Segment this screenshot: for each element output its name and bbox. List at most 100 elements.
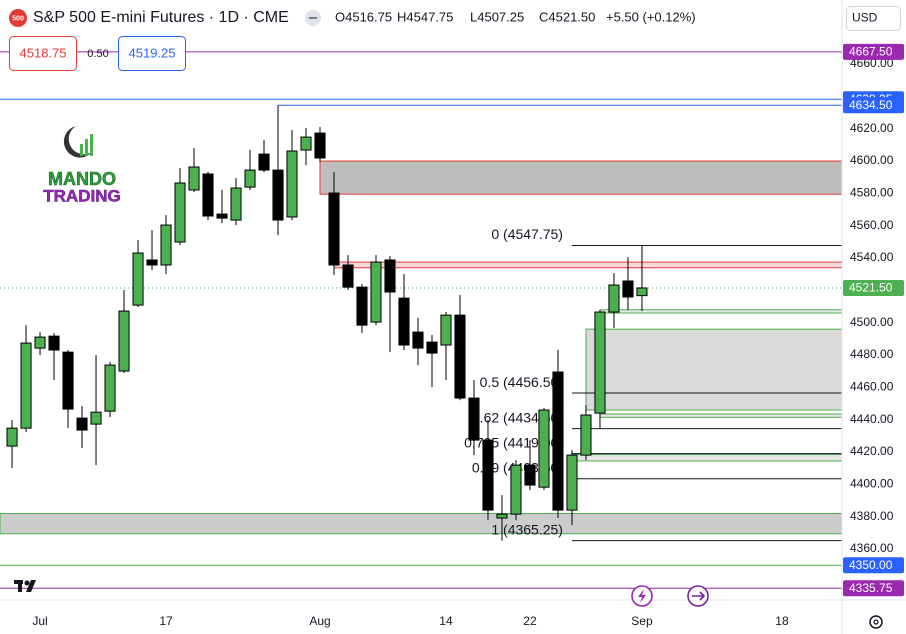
axes: 4660.004620.004600.004580.004560.004540.… bbox=[32, 43, 904, 628]
x-tick-label: Aug bbox=[309, 614, 330, 628]
candle-body bbox=[356, 286, 368, 326]
candle-body bbox=[580, 414, 592, 456]
x-tick-label: Sep bbox=[631, 614, 653, 628]
candle-body bbox=[622, 280, 634, 298]
candle-body bbox=[132, 252, 144, 306]
spread: 0.50 bbox=[87, 48, 108, 60]
logo-moon bbox=[63, 126, 92, 158]
candle-body bbox=[104, 364, 116, 412]
candle-body bbox=[384, 259, 396, 293]
candle-body bbox=[328, 192, 340, 266]
y-tick-label: 4380.00 bbox=[850, 509, 894, 523]
candle-body bbox=[118, 310, 130, 372]
candle-body bbox=[594, 311, 606, 414]
candle-body bbox=[160, 224, 172, 266]
price-label-bg bbox=[843, 43, 904, 60]
candle-body bbox=[370, 261, 382, 323]
candle-body bbox=[398, 297, 410, 346]
zone bbox=[599, 309, 843, 314]
price-label-bg bbox=[843, 97, 904, 114]
logo: MANDO TRADING bbox=[43, 126, 121, 206]
y-tick-label: 4460.00 bbox=[850, 380, 894, 394]
logo-bar bbox=[90, 134, 93, 156]
buy-price: 4519.25 bbox=[129, 45, 176, 60]
y-tick-label: 4540.00 bbox=[850, 250, 894, 264]
candle-body bbox=[314, 132, 326, 159]
zone bbox=[319, 160, 843, 195]
price-label: 4667.50 bbox=[849, 45, 893, 59]
candle-body bbox=[426, 341, 438, 354]
symbol-icon bbox=[9, 9, 27, 27]
symbol-icon-text: 500 bbox=[12, 15, 24, 22]
zone bbox=[0, 513, 843, 535]
y-tick-label: 4440.00 bbox=[850, 412, 894, 426]
fib-label: 1 (4365.25) bbox=[491, 521, 563, 537]
settings-icon-center bbox=[873, 619, 879, 625]
header: 500 S&P 500 E-mini Futures · 1D · CME O4… bbox=[9, 6, 901, 71]
candle-body bbox=[188, 166, 200, 191]
currency-label: USD bbox=[852, 11, 878, 25]
settings-icon[interactable] bbox=[869, 615, 883, 629]
logo-bar bbox=[85, 139, 88, 156]
candle-body bbox=[412, 331, 424, 349]
zone bbox=[599, 413, 843, 418]
logo-line2: TRADING bbox=[43, 186, 120, 205]
candle-body bbox=[510, 464, 522, 515]
currency-button[interactable] bbox=[846, 6, 901, 31]
y-tick-label: 4480.00 bbox=[850, 347, 894, 361]
candle-body bbox=[244, 169, 256, 188]
candle-body bbox=[202, 173, 214, 217]
ohlc-low: L4507.25 bbox=[470, 9, 524, 24]
fib-label: 0.5 (4456.50) bbox=[480, 374, 563, 390]
toggle-icon bbox=[309, 17, 317, 19]
event-icon-bolt bbox=[638, 589, 646, 603]
ohlc-change: +5.50 (+0.12%) bbox=[606, 9, 696, 24]
candle-body bbox=[216, 213, 228, 219]
candle-body bbox=[566, 454, 578, 511]
candle-body bbox=[6, 427, 18, 447]
candle-body bbox=[608, 284, 620, 313]
y-tick-label: 4620.00 bbox=[850, 121, 894, 135]
tv-logo-part bbox=[26, 580, 36, 592]
price-label-bg bbox=[843, 279, 904, 296]
candle-body bbox=[468, 397, 480, 441]
y-tick-label: 4600.00 bbox=[850, 153, 894, 167]
y-tick-label: 4400.00 bbox=[850, 477, 894, 491]
candle-body bbox=[524, 464, 536, 486]
candle-body bbox=[636, 287, 648, 297]
candle-body bbox=[342, 264, 354, 288]
price-label: 4335.75 bbox=[849, 581, 893, 595]
sell-price: 4518.75 bbox=[20, 45, 67, 60]
buy-button[interactable] bbox=[118, 36, 186, 71]
sell-button[interactable] bbox=[9, 36, 77, 71]
y-tick-label: 4360.00 bbox=[850, 541, 894, 555]
y-tick-label: 4420.00 bbox=[850, 444, 894, 458]
x-tick-label: 18 bbox=[775, 614, 789, 628]
candle-body bbox=[146, 259, 158, 266]
candle-body bbox=[454, 314, 466, 399]
zone bbox=[571, 453, 843, 462]
goto-icon-arrow bbox=[692, 591, 706, 601]
candle-body bbox=[48, 335, 60, 351]
x-tick-label: 17 bbox=[159, 614, 173, 628]
candle-body bbox=[20, 342, 32, 429]
price-label: 4521.50 bbox=[849, 281, 893, 295]
price-label-bg bbox=[843, 580, 904, 597]
y-tick-label: 4560.00 bbox=[850, 218, 894, 232]
symbol-title[interactable]: S&P 500 E-mini Futures · 1D · CME bbox=[33, 9, 289, 26]
fib-label: 0 (4547.75) bbox=[491, 226, 563, 242]
candle-body bbox=[482, 439, 494, 511]
logo-line1: MANDO bbox=[48, 169, 116, 189]
price-label: 4350.00 bbox=[849, 558, 893, 572]
candle-body bbox=[538, 409, 550, 488]
tv-logo-part bbox=[18, 580, 22, 592]
ohlc-close: C4521.50 bbox=[539, 9, 595, 24]
candle-body bbox=[230, 187, 242, 221]
price-label: 4634.50 bbox=[849, 98, 893, 112]
x-tick-label: Jul bbox=[32, 614, 47, 628]
zone bbox=[333, 261, 843, 269]
candle-body bbox=[300, 136, 312, 151]
candle-body bbox=[272, 169, 284, 221]
candle-body bbox=[286, 150, 298, 218]
